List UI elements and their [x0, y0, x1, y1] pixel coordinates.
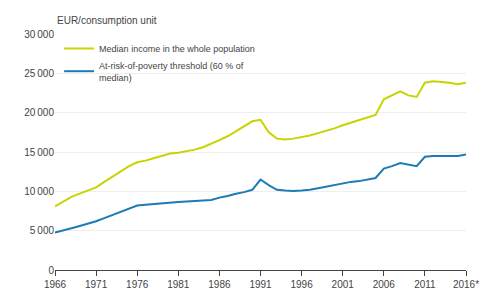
svg-text:0: 0 [48, 265, 54, 276]
svg-text:1971: 1971 [85, 279, 108, 290]
svg-text:2016*: 2016* [453, 279, 479, 290]
svg-text:15 000: 15 000 [24, 147, 54, 158]
svg-text:30 000: 30 000 [24, 29, 54, 40]
svg-text:5 000: 5 000 [30, 225, 55, 236]
svg-text:1976: 1976 [126, 279, 149, 290]
svg-text:25 000: 25 000 [24, 68, 54, 79]
svg-text:2006: 2006 [373, 279, 396, 290]
svg-text:Median income in the whole pop: Median income in the whole population [99, 44, 255, 54]
svg-text:2001: 2001 [332, 279, 355, 290]
svg-text:1986: 1986 [208, 279, 231, 290]
svg-text:1996: 1996 [290, 279, 313, 290]
svg-text:20 000: 20 000 [24, 107, 54, 118]
svg-text:1991: 1991 [249, 279, 272, 290]
svg-text:2011: 2011 [414, 279, 436, 290]
svg-text:At-risk-of-poverty threshold (: At-risk-of-poverty threshold (60 % ofmed… [99, 61, 244, 83]
svg-text:1966: 1966 [44, 279, 67, 290]
svg-text:EUR/consumption unit: EUR/consumption unit [57, 15, 157, 26]
svg-text:10 000: 10 000 [24, 186, 54, 197]
svg-text:1981: 1981 [167, 279, 190, 290]
